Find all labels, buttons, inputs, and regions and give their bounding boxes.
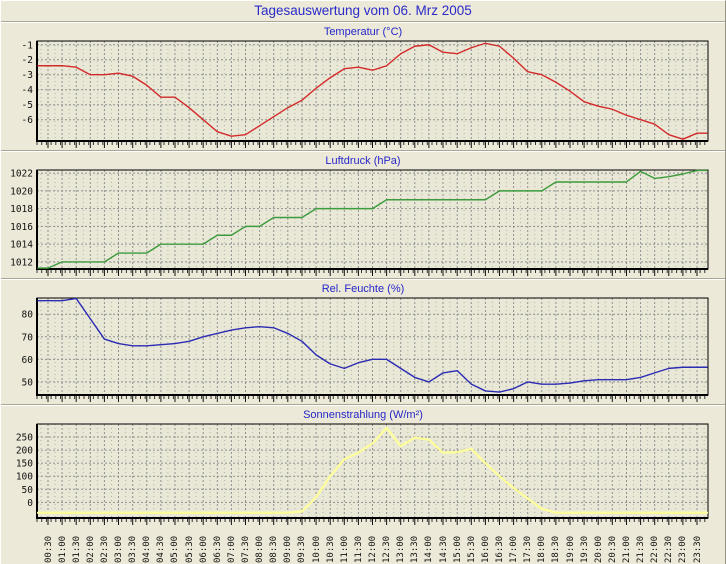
x-axis-label: 04:00 (142, 535, 153, 563)
x-axis-label: 14:00 (424, 535, 435, 563)
solar-chart-section: Sonnenstrahlung (W/m²) 0 50 100 150 200 250 (1, 406, 725, 527)
x-axis-label: 08:30 (269, 535, 280, 563)
solar-ytick-label: 200 (16, 446, 33, 457)
temperature-ytick-label: -5 (22, 100, 33, 111)
solar-ytick-label: 0 (27, 498, 33, 509)
solar-ytick-label: 100 (16, 472, 33, 483)
temperature-line (37, 42, 708, 140)
temperature-ytick-label: -3 (22, 70, 33, 81)
x-axis-label: 18:00 (537, 535, 548, 563)
section-divider-1 (1, 150, 725, 152)
humidity-chart-section: Rel. Feuchte (%) 50 60 70 80 (1, 280, 725, 404)
solar-line (36, 426, 709, 514)
x-axis-label: 15:00 (452, 535, 463, 563)
pressure-ytick-label: 1020 (10, 186, 33, 197)
pressure-ytick-label: 1018 (10, 204, 33, 215)
x-axis-label: 20:00 (593, 535, 604, 563)
x-axis-label: 12:30 (382, 535, 393, 563)
section-divider-2 (1, 278, 725, 280)
x-axis-label: 05:30 (184, 535, 195, 563)
x-axis-label: 22:00 (650, 535, 661, 563)
temperature-ytick-label: -2 (22, 55, 33, 66)
solar-ytick-label: 50 (22, 485, 34, 496)
x-axis-label: 07:30 (241, 535, 252, 563)
solar-plot: 0 50 100 150 200 250 (16, 423, 709, 525)
x-axis-label: 20:30 (607, 535, 618, 563)
solar-chart: 0 50 100 150 200 250 (1, 423, 725, 527)
solar-chart-title: Sonnenstrahlung (W/m²) (303, 409, 423, 421)
temperature-ytick-label: -4 (22, 85, 34, 96)
humidity-plot: 50 60 70 80 (22, 297, 709, 402)
x-axis-label: 16:00 (480, 535, 491, 563)
pressure-ytick-label: 1022 (10, 169, 33, 180)
x-axis-label: 19:30 (579, 535, 590, 563)
temperature-chart: -1 -2 -3 -4 -5 -6 (1, 40, 725, 150)
x-axis-label: 23:30 (692, 535, 703, 563)
solar-ytick-label: 150 (16, 459, 33, 470)
x-axis-label: 10:00 (311, 535, 322, 563)
x-axis-label: 05:00 (170, 535, 181, 563)
pressure-chart-title: Luftdruck (hPa) (325, 155, 401, 167)
x-axis-label: 01:00 (57, 535, 68, 563)
header-divider (1, 21, 725, 23)
temperature-plot: -1 -2 -3 -4 -5 -6 (22, 40, 709, 148)
section-divider-3 (1, 404, 725, 406)
humidity-ytick-label: 80 (22, 310, 34, 321)
x-axis-label: 06:00 (198, 535, 209, 563)
x-axis-label: 00:30 (43, 535, 54, 563)
x-axis-label: 23:00 (678, 535, 689, 563)
humidity-chart: 50 60 70 80 (1, 297, 725, 404)
x-axis-label: 12:00 (368, 535, 378, 563)
x-axis-labels: 00:30 01:00 01:30 02:00 02:30 03:00 03:30 04:00… (1, 527, 725, 564)
x-axis-label: 01:30 (71, 535, 82, 563)
x-axis-label: 11:00 (339, 535, 350, 563)
pressure-chart-section: Luftdruck (hPa) 1012 1014 1016 1018 1020 1022 (1, 152, 725, 278)
x-axis-label: 21:30 (636, 535, 647, 563)
x-axis-label: 21:00 (621, 535, 632, 563)
humidity-chart-title: Rel. Feuchte (%) (321, 283, 405, 295)
pressure-ytick-label: 1014 (10, 240, 33, 251)
x-axis-label: 03:30 (128, 535, 139, 563)
temperature-chart-title: Temperatur (°C) (323, 26, 403, 38)
humidity-line (37, 297, 708, 393)
x-axis-label: 11:30 (353, 535, 364, 563)
x-axis-label: 02:00 (85, 535, 96, 563)
temperature-ytick-label: -1 (22, 40, 34, 51)
x-axis-label: 08:00 (255, 535, 266, 563)
page-title: Tagesauswertung vom 06. Mrz 2005 (254, 3, 472, 18)
x-axis-label: 04:30 (156, 535, 167, 563)
x-axis-label: 03:00 (114, 535, 125, 563)
x-axis-label: 13:30 (410, 535, 421, 563)
x-axis-label: 13:00 (396, 535, 407, 563)
x-axis-label: 07:00 (226, 535, 237, 563)
pressure-line (37, 169, 708, 269)
x-axis-label: 02:30 (99, 535, 110, 563)
x-axis-label: 09:30 (297, 535, 308, 563)
pressure-ytick-label: 1016 (10, 222, 33, 233)
x-axis-label: 17:00 (509, 535, 520, 563)
x-axis-label: 09:00 (283, 535, 294, 563)
x-axis-label: 06:30 (212, 535, 223, 563)
x-axis-label: 16:30 (494, 535, 505, 563)
x-axis-label: 19:00 (565, 535, 576, 563)
x-axis-label: 14:30 (438, 535, 449, 563)
temperature-ytick-label: -6 (22, 115, 34, 126)
x-axis-label: 18:30 (551, 535, 562, 563)
pressure-chart: 1012 1014 1016 1018 1020 1022 (1, 169, 725, 278)
x-axis-label: 17:30 (523, 535, 534, 563)
humidity-ytick-label: 70 (22, 332, 34, 343)
pressure-plot: 1012 1014 1016 1018 1020 1022 (10, 169, 709, 276)
humidity-ytick-label: 60 (22, 355, 34, 366)
x-axis-label: 15:30 (466, 535, 477, 563)
solar-ytick-label: 250 (16, 433, 33, 444)
x-axis-label: 22:30 (664, 535, 675, 563)
humidity-ytick-label: 50 (22, 377, 34, 388)
pressure-ytick-label: 1012 (10, 257, 33, 268)
x-axis-label: 10:30 (325, 535, 336, 563)
temperature-chart-section: Temperatur (°C) -1 -2 -3 -4 -5 -6 (1, 23, 725, 150)
